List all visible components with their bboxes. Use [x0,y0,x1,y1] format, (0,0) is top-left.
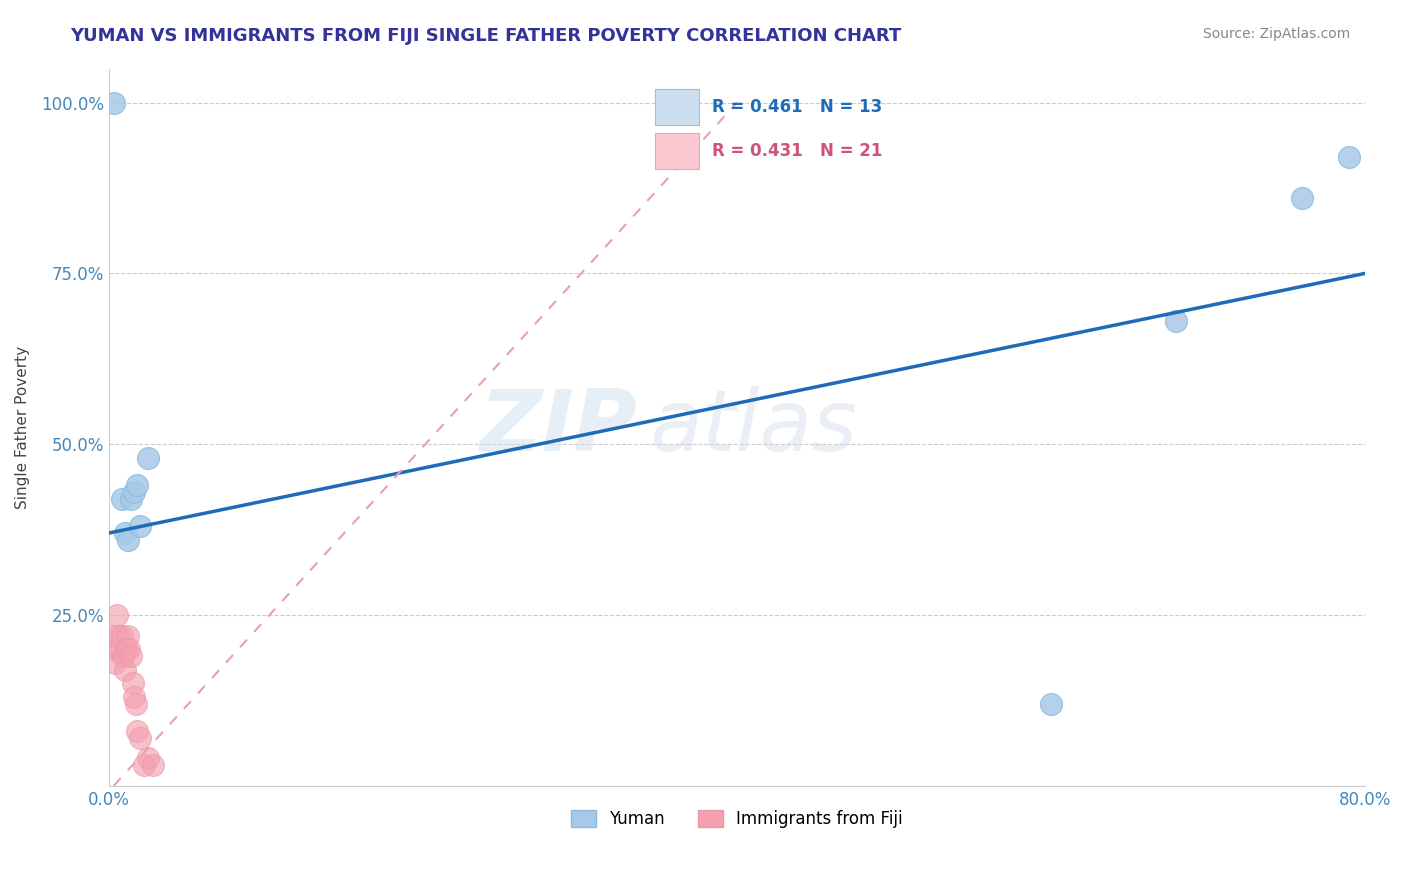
Text: ZIP: ZIP [479,385,637,468]
Text: YUMAN VS IMMIGRANTS FROM FIJI SINGLE FATHER POVERTY CORRELATION CHART: YUMAN VS IMMIGRANTS FROM FIJI SINGLE FAT… [70,27,901,45]
Point [122,690,145,704]
Point [127,724,149,739]
Point [110,628,132,642]
Point [122,485,145,500]
Point [1339,150,1361,164]
Point [108,642,131,657]
Point [129,731,152,745]
Point [110,491,132,506]
Point [129,519,152,533]
Point [136,751,159,765]
Point [103,642,125,657]
Point [117,628,139,642]
Point [115,642,138,657]
Point [121,676,143,690]
Point [104,656,127,670]
Point [124,697,146,711]
Point [120,648,142,663]
Point [117,533,139,547]
Point [127,478,149,492]
Point [1291,191,1313,205]
Point [136,450,159,465]
Point [118,642,141,657]
Point [107,628,129,642]
Point [132,758,155,772]
Point [114,526,136,541]
Point [1166,314,1188,328]
Point [105,607,128,622]
Point [142,758,165,772]
Text: atlas: atlas [650,385,858,468]
Y-axis label: Single Father Poverty: Single Father Poverty [15,345,30,508]
Point [1039,697,1062,711]
Point [112,648,135,663]
Text: Source: ZipAtlas.com: Source: ZipAtlas.com [1202,27,1350,41]
Point [120,491,142,506]
Legend: Yuman, Immigrants from Fiji: Yuman, Immigrants from Fiji [564,804,910,835]
Point [103,95,125,110]
Point [101,628,124,642]
Point [114,663,136,677]
